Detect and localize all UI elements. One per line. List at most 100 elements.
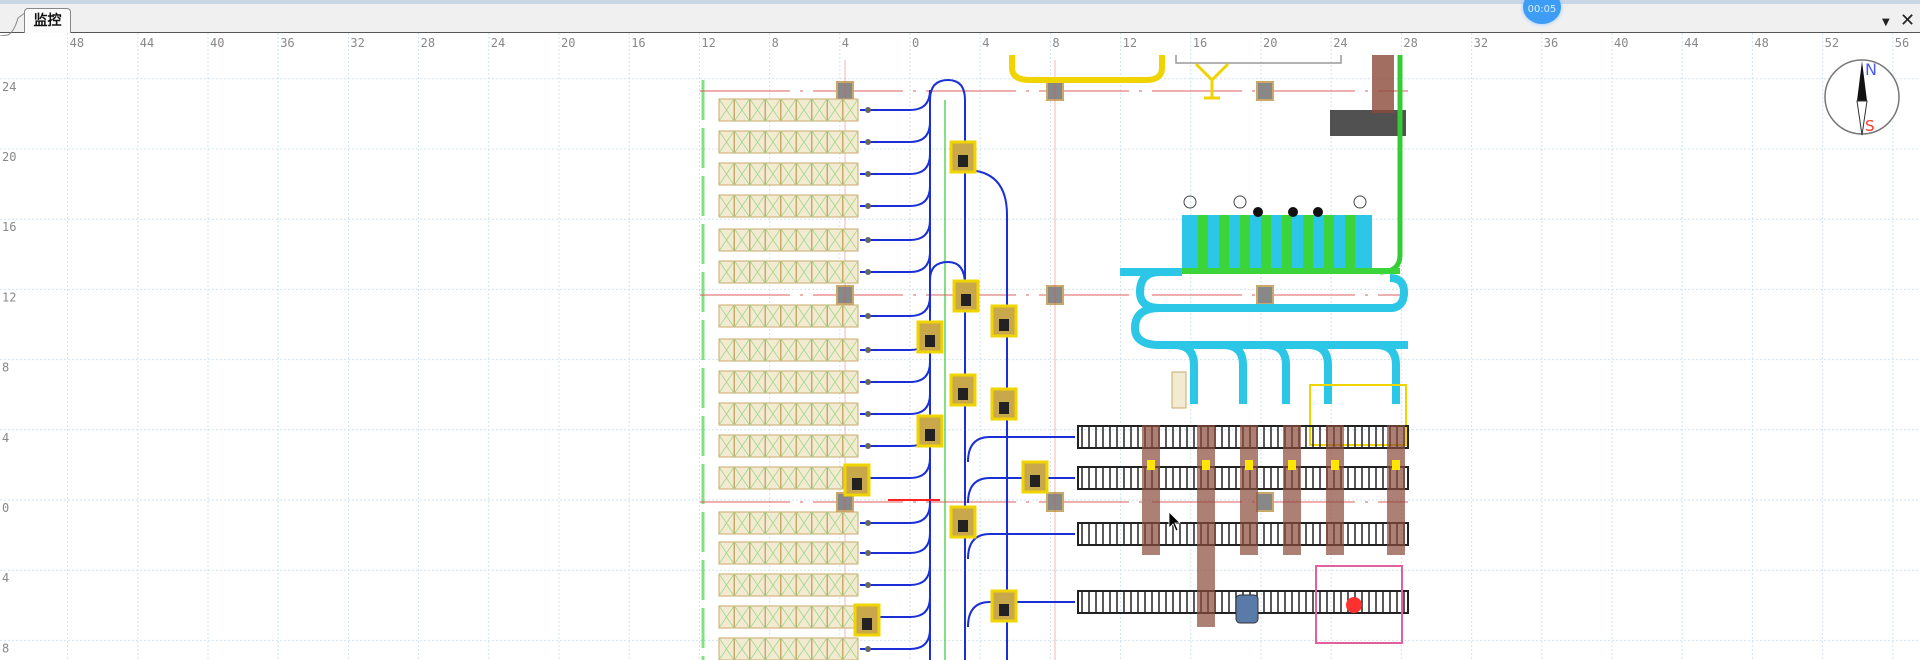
ruler-x-label: 16 — [631, 36, 645, 50]
storage-rack — [718, 370, 859, 394]
rack-cross — [718, 573, 735, 597]
rack-cross — [780, 511, 797, 535]
rack-cross — [749, 605, 766, 629]
rack-cross — [796, 637, 812, 660]
conveyor-feed-track — [967, 601, 1075, 628]
machine-core — [958, 520, 968, 532]
rack-cross — [765, 541, 781, 565]
agv-machine — [990, 589, 1018, 623]
rack-cross — [718, 637, 735, 660]
robot-station — [1235, 594, 1259, 624]
rack-cross — [842, 338, 859, 362]
ruler-x-label: 20 — [1263, 36, 1277, 50]
rack-cross — [827, 605, 843, 629]
lift-column — [1326, 425, 1344, 555]
ruler-y-label: 4 — [2, 431, 9, 445]
monitor-canvas[interactable]: 48 44 40 36 32 28 24 20 16 12 8 4 0 4 8 12 16 20 24 28 32 36 4… — [0, 33, 1920, 660]
grid — [0, 33, 1920, 660]
rack-cross — [811, 573, 828, 597]
close-icon[interactable]: ✕ — [1900, 10, 1916, 31]
rack-cross — [780, 402, 797, 426]
rack-cross — [827, 130, 843, 154]
track-stopper — [865, 139, 871, 145]
conveyor-feed-track — [967, 533, 1075, 560]
ruler-x-label: 32 — [1474, 36, 1488, 50]
tab-slant-decoration — [0, 12, 26, 36]
rack-cross — [842, 370, 859, 394]
machine-core — [958, 388, 968, 400]
storage-rack — [718, 434, 859, 458]
storage-rack — [718, 573, 859, 597]
rack-cross — [749, 338, 766, 362]
rack-cross — [811, 511, 828, 535]
rack-cross — [749, 130, 766, 154]
rack-cross — [749, 434, 766, 458]
track-stopper — [865, 443, 871, 449]
yellow-lift — [1194, 62, 1230, 100]
rack-cross — [718, 260, 735, 284]
rack-cross — [811, 434, 828, 458]
rack-cross — [796, 162, 812, 186]
ruler-y-label: 4 — [2, 571, 9, 585]
rack-cross — [718, 605, 735, 629]
branch-track — [860, 564, 931, 586]
track-stopper — [865, 203, 871, 209]
rack-cross — [811, 130, 828, 154]
storage-rack — [718, 605, 859, 629]
storage-rack — [718, 228, 859, 252]
storage-rack — [718, 260, 859, 284]
ruler-x-label: 40 — [210, 36, 224, 50]
rack-cross — [718, 511, 735, 535]
spray-nozzle — [1353, 195, 1367, 209]
spray-head — [1313, 207, 1323, 217]
rack-cross — [780, 260, 797, 284]
branch-track — [860, 532, 931, 554]
rack-cross — [749, 98, 766, 122]
tab-monitor[interactable]: 监控 — [24, 8, 71, 33]
track-stopper — [865, 550, 871, 556]
rack-cross — [811, 370, 828, 394]
storage-rack — [718, 98, 859, 122]
rack-cross — [780, 228, 797, 252]
machine-core — [999, 319, 1009, 331]
agv-machine — [990, 304, 1018, 338]
rack-cross — [718, 434, 735, 458]
window-top-strip — [0, 0, 1920, 4]
rack-cross — [842, 511, 859, 535]
track-stopper — [865, 237, 871, 243]
ruler-x-label: 40 — [1614, 36, 1628, 50]
rack-cross — [811, 637, 828, 660]
rack-cross — [780, 541, 797, 565]
rack-cross — [827, 573, 843, 597]
ruler-y-label: 8 — [2, 641, 9, 655]
axis-marker — [1046, 492, 1064, 512]
rack-cross — [796, 338, 812, 362]
track-stopper — [865, 520, 871, 526]
robot-cell — [1309, 384, 1407, 446]
ruler-y-label: 20 — [2, 150, 16, 164]
ruler-x-label: 8 — [772, 36, 779, 50]
spray-head — [1253, 207, 1263, 217]
cyan-drop-line — [1375, 341, 1400, 404]
rack-cross — [718, 194, 735, 218]
rack-cross — [765, 304, 781, 328]
lift-column — [1240, 425, 1258, 555]
rack-cross — [749, 304, 766, 328]
rack-cross — [796, 194, 812, 218]
rack-cross — [811, 338, 828, 362]
rack-cross — [749, 162, 766, 186]
pink-work-cell — [1315, 565, 1403, 644]
agv-machine — [1021, 460, 1049, 494]
compass-south-needle — [1856, 100, 1868, 136]
rack-cross — [796, 605, 812, 629]
compass-south-label: S — [1865, 117, 1875, 135]
cyan-drop-line — [1265, 341, 1290, 404]
machine-core — [958, 155, 968, 167]
wash-lane — [1303, 215, 1313, 273]
caret-down-icon[interactable]: ▼ — [1882, 17, 1890, 28]
ruler-x-label: 20 — [561, 36, 575, 50]
ruler-x-label: 4 — [982, 36, 989, 50]
top-right-lift — [1372, 55, 1394, 113]
axis-marker — [1046, 285, 1064, 305]
rack-cross — [827, 434, 843, 458]
